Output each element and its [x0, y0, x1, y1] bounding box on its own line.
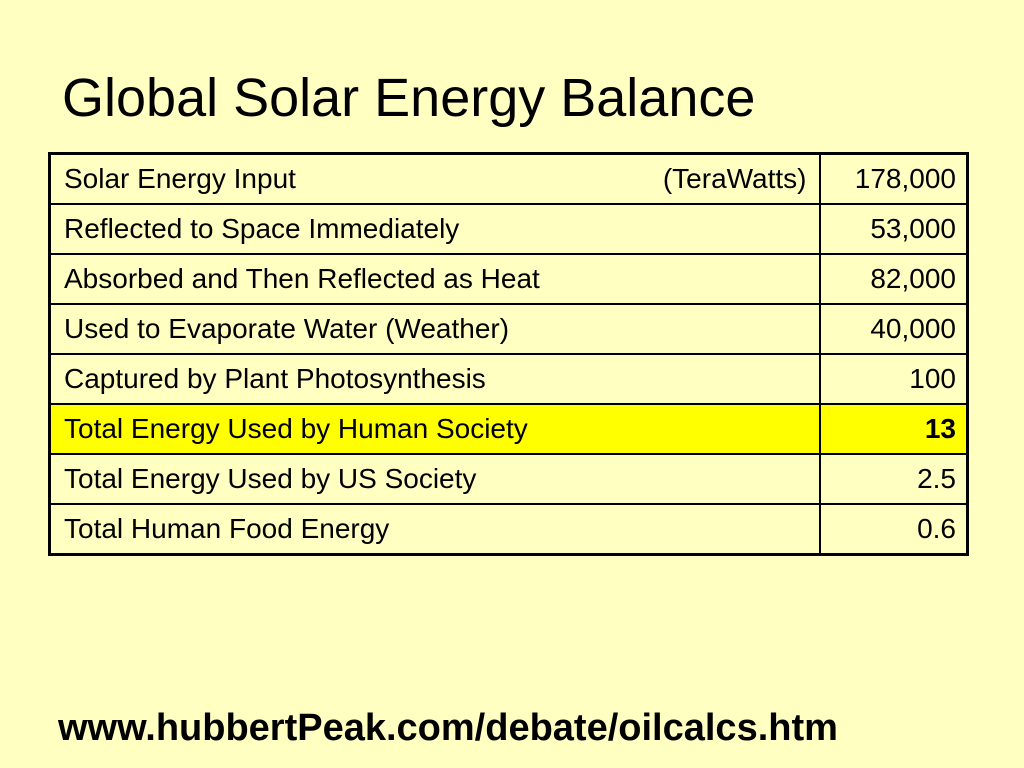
row-label-cell: Solar Energy Input (TeraWatts) [48, 152, 821, 205]
row-label: Total Human Food Energy [48, 503, 821, 556]
table-row-highlighted: Total Energy Used by Human Society 13 [48, 403, 969, 455]
table-row: Total Energy Used by US Society 2.5 [48, 453, 969, 505]
row-value: 100 [818, 353, 969, 405]
table-row: Captured by Plant Photosynthesis 100 [48, 353, 969, 405]
row-value: 0.6 [818, 503, 969, 556]
row-label: Absorbed and Then Reflected as Heat [48, 253, 821, 305]
row-label: Solar Energy Input [64, 163, 296, 194]
energy-balance-table: Solar Energy Input (TeraWatts) 178,000 R… [48, 152, 969, 556]
row-value: 40,000 [818, 303, 969, 355]
table-row: Used to Evaporate Water (Weather) 40,000 [48, 303, 969, 355]
table-row: Absorbed and Then Reflected as Heat 82,0… [48, 253, 969, 305]
row-label: Total Energy Used by US Society [48, 453, 821, 505]
table-row: Solar Energy Input (TeraWatts) 178,000 [48, 152, 969, 205]
footer-url: www.hubbertPeak.com/debate/oilcalcs.htm [58, 707, 838, 749]
row-label: Captured by Plant Photosynthesis [48, 353, 821, 405]
row-value: 178,000 [818, 152, 969, 205]
row-value: 53,000 [818, 203, 969, 255]
row-label: Used to Evaporate Water (Weather) [48, 303, 821, 355]
row-value: 2.5 [818, 453, 969, 505]
unit-label: (TeraWatts) [662, 163, 807, 194]
slide-title: Global Solar Energy Balance [62, 68, 756, 128]
row-value: 13 [818, 403, 969, 455]
row-value: 82,000 [818, 253, 969, 305]
row-label: Reflected to Space Immediately [48, 203, 821, 255]
row-label: Total Energy Used by Human Society [48, 403, 821, 455]
table-row: Total Human Food Energy 0.6 [48, 503, 969, 556]
table-row: Reflected to Space Immediately 53,000 [48, 203, 969, 255]
